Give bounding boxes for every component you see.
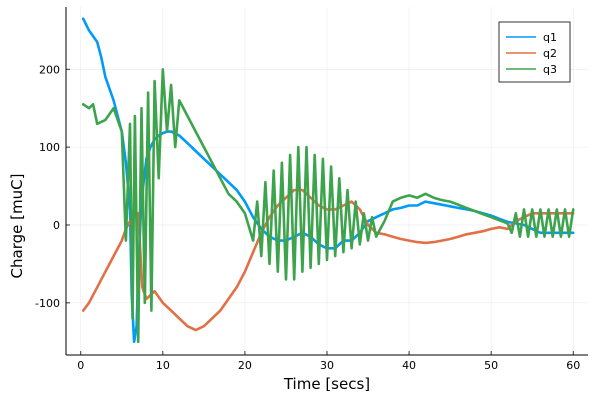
legend-box: [498, 21, 571, 83]
y-axis-label: Charge [muC]: [8, 174, 26, 279]
y-tick-label: 0: [53, 219, 60, 232]
y-tick-label: -100: [35, 297, 60, 310]
y-tick-label: 200: [39, 63, 60, 76]
x-tick-label: 0: [77, 359, 84, 372]
legend-label-q1: q1: [543, 31, 557, 44]
x-tick-label: 30: [320, 359, 334, 372]
x-tick-label: 40: [402, 359, 416, 372]
grid: [66, 7, 588, 355]
series-lines: [81, 17, 575, 344]
x-tick-label: 50: [484, 359, 498, 372]
legend-label-q2: q2: [543, 47, 557, 60]
legend-label-q3: q3: [543, 63, 557, 76]
series-line-q3: [81, 68, 575, 344]
tick-labels: 0 10 20 30 40 50 60 -100 0 100 200: [35, 63, 580, 372]
x-axis-label: Time [secs]: [283, 375, 370, 393]
x-tick-label: 20: [238, 359, 252, 372]
y-tick-label: 100: [39, 141, 60, 154]
x-tick-label: 10: [156, 359, 170, 372]
x-tick-label: 60: [566, 359, 580, 372]
axes: [65, 7, 588, 356]
legend: q1 q2 q3: [498, 21, 571, 83]
